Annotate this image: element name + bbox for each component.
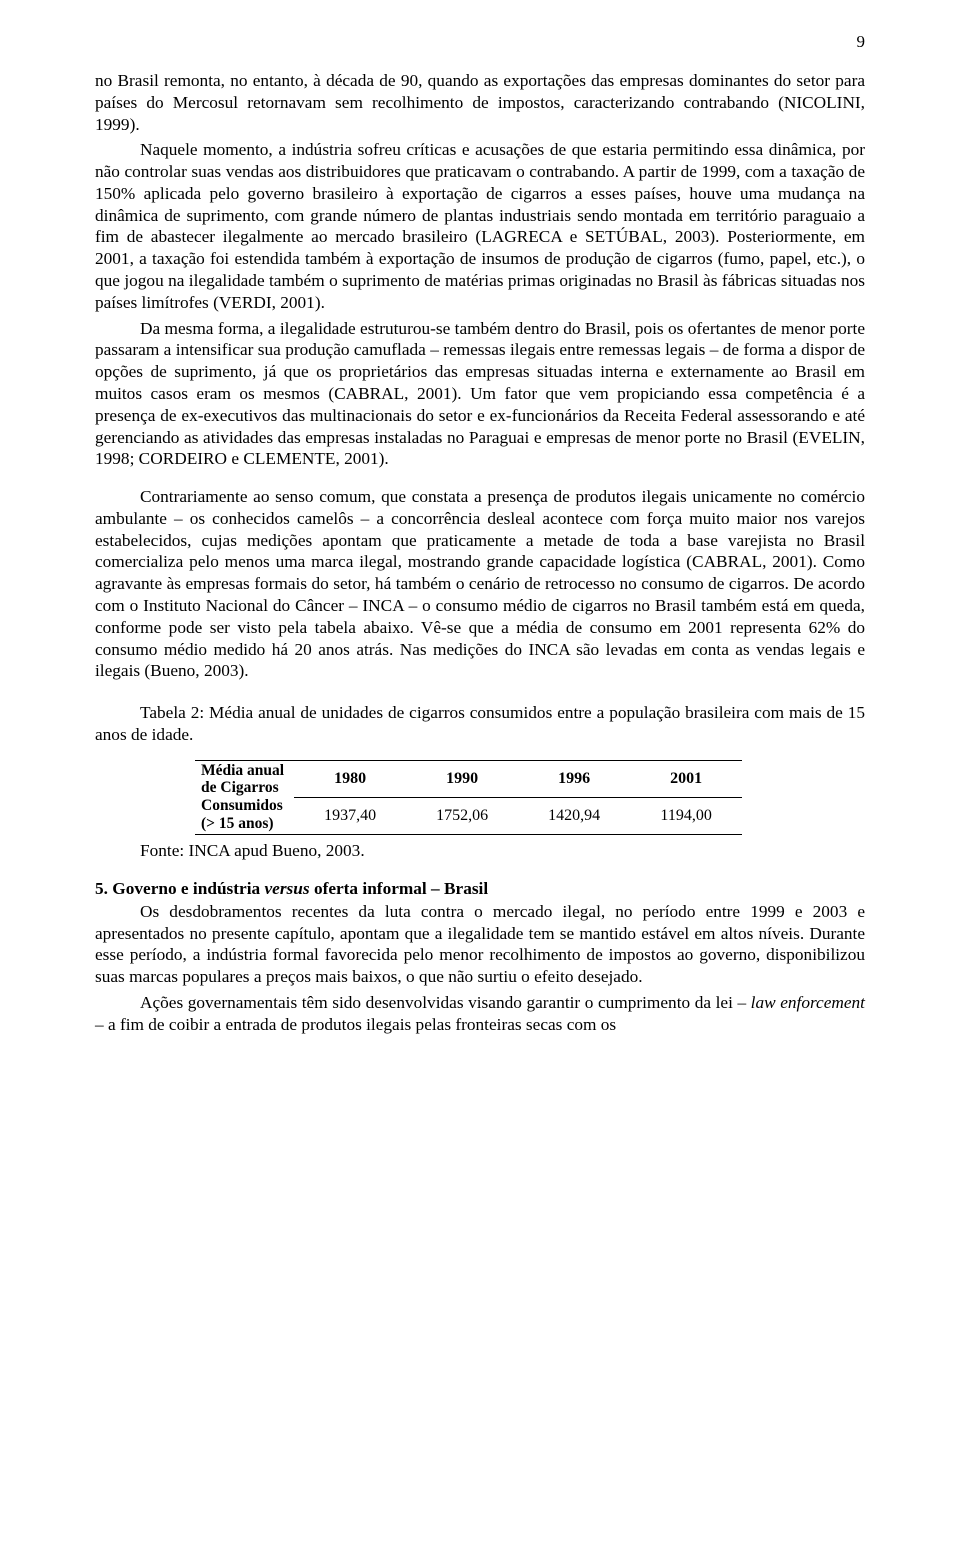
row-label-line-1: Média anual	[201, 762, 284, 779]
cell-1990: 1752,06	[406, 797, 518, 834]
paragraph-5: Os desdobramentos recentes da luta contr…	[95, 901, 865, 988]
section-text-after: oferta informal – Brasil	[310, 879, 489, 898]
cell-2001: 1194,00	[630, 797, 742, 834]
paragraph-3: Da mesma forma, a ilegalidade estruturou…	[95, 318, 865, 470]
col-header-2001: 2001	[630, 760, 742, 797]
section-italic-word: versus	[264, 879, 309, 898]
col-header-1980: 1980	[294, 760, 406, 797]
paragraph-6: Ações governamentais têm sido desenvolvi…	[95, 992, 865, 1036]
paragraph-4: Contrariamente ao senso comum, que const…	[95, 486, 865, 682]
table-caption: Tabela 2: Média anual de unidades de cig…	[95, 702, 865, 746]
italic-law-enforcement: law enforcement	[751, 993, 865, 1012]
paragraph-2: Naquele momento, a indústria sofreu crít…	[95, 139, 865, 313]
col-header-1990: 1990	[406, 760, 518, 797]
table-source: Fonte: INCA apud Bueno, 2003.	[140, 841, 865, 861]
cell-1996: 1420,94	[518, 797, 630, 834]
section-number: 5.	[95, 879, 108, 898]
col-header-1996: 1996	[518, 760, 630, 797]
paragraph-1: no Brasil remonta, no entanto, à década …	[95, 70, 865, 135]
cell-1980: 1937,40	[294, 797, 406, 834]
section-5-heading: 5. Governo e indústria versus oferta inf…	[95, 879, 865, 899]
row-label-line-2: de Cigarros	[201, 779, 279, 796]
cigarette-consumption-table: Média anual de Cigarros Consumidos (> 15…	[195, 760, 742, 835]
row-label-line-4: (> 15 anos)	[201, 815, 274, 832]
section-text-before: Governo e indústria	[112, 879, 264, 898]
document-page: 9 no Brasil remonta, no entanto, à décad…	[0, 0, 960, 1100]
page-number: 9	[857, 32, 866, 52]
row-label-line-3: Consumidos	[201, 797, 283, 814]
